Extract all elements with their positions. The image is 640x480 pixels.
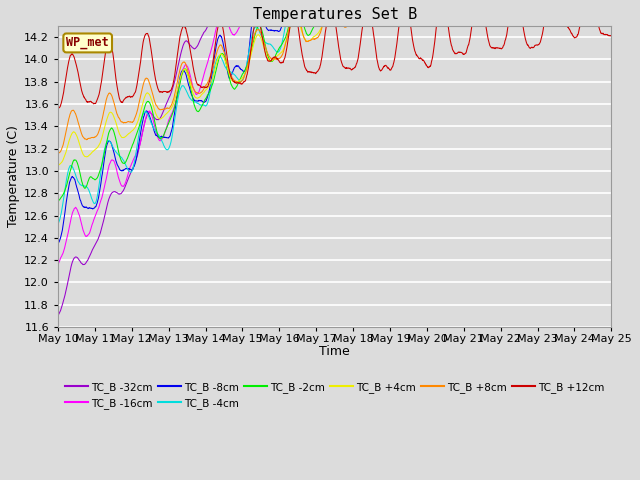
Line: TC_B +4cm: TC_B +4cm: [58, 0, 611, 166]
Y-axis label: Temperature (C): Temperature (C): [7, 126, 20, 228]
Line: TC_B +8cm: TC_B +8cm: [58, 0, 611, 154]
TC_B -4cm: [54, 221, 62, 227]
TC_B +12cm: [559, 14, 567, 20]
TC_B +12cm: [351, 65, 358, 71]
TC_B +8cm: [209, 67, 216, 73]
TC_B +4cm: [54, 163, 62, 169]
TC_B +12cm: [209, 61, 216, 67]
TC_B -8cm: [54, 240, 62, 246]
TC_B +12cm: [54, 105, 62, 110]
Line: TC_B -2cm: TC_B -2cm: [58, 0, 611, 202]
TC_B -4cm: [209, 77, 216, 83]
TC_B +12cm: [496, 46, 504, 51]
X-axis label: Time: Time: [319, 346, 350, 359]
Line: TC_B -32cm: TC_B -32cm: [58, 0, 611, 316]
TC_B +4cm: [209, 75, 216, 81]
TC_B -8cm: [54, 240, 62, 246]
Line: TC_B +12cm: TC_B +12cm: [58, 0, 611, 108]
TC_B -32cm: [209, 8, 216, 14]
TC_B -8cm: [209, 68, 216, 73]
TC_B +12cm: [55, 105, 63, 111]
TC_B -16cm: [54, 262, 62, 268]
Line: TC_B -16cm: TC_B -16cm: [58, 0, 611, 265]
TC_B +12cm: [575, 31, 582, 36]
TC_B +8cm: [54, 151, 62, 156]
TC_B +12cm: [607, 32, 615, 38]
Legend: TC_B -32cm, TC_B -16cm, TC_B -8cm, TC_B -4cm, TC_B -2cm, TC_B +4cm, TC_B +8cm, T: TC_B -32cm, TC_B -16cm, TC_B -8cm, TC_B …: [65, 382, 604, 409]
TC_B +4cm: [351, 12, 358, 17]
TC_B -32cm: [54, 313, 62, 319]
Text: WP_met: WP_met: [67, 36, 109, 49]
Line: TC_B -4cm: TC_B -4cm: [58, 0, 611, 224]
TC_B +12cm: [363, 3, 371, 9]
Line: TC_B -8cm: TC_B -8cm: [58, 0, 611, 243]
Title: Temperatures Set B: Temperatures Set B: [253, 7, 417, 22]
TC_B -16cm: [209, 43, 216, 49]
TC_B -2cm: [209, 82, 216, 88]
TC_B +8cm: [351, 22, 358, 27]
TC_B -2cm: [54, 199, 62, 205]
